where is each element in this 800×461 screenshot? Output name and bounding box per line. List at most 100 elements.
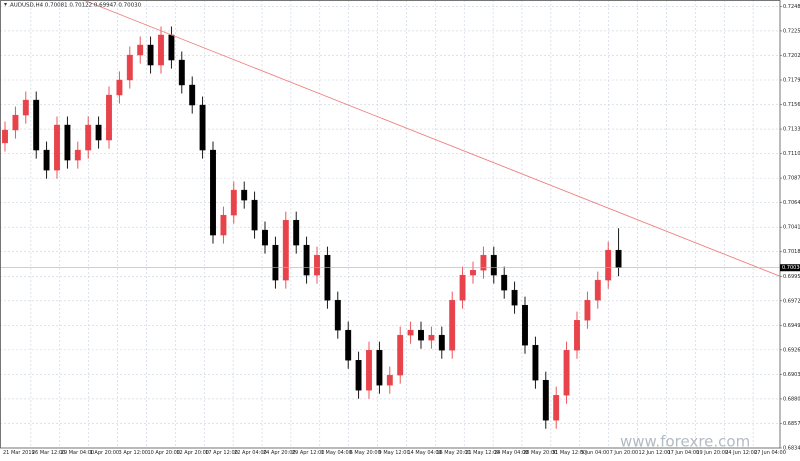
candle-body [553,395,560,421]
candle-body [615,249,622,268]
x-tick-label: 7 Jun 20:00 [610,450,639,456]
candle-body [511,289,518,306]
candle-body [230,189,237,216]
candle-body [85,124,92,151]
candle-body [334,299,341,331]
candle-body [563,349,570,396]
x-tick-label: 14 May 04:00 [407,450,441,456]
candle-body [199,104,206,151]
candle-body [272,244,279,281]
grid [0,0,780,449]
candle-body [220,214,227,236]
x-tick-label: 17 Apr 12:00 [205,450,238,456]
x-tick-label: 10 Apr 20:00 [147,450,180,456]
x-tick-label: 29 Mar 04:00 [61,450,94,456]
x-tick-label: 1 May 04:00 [321,450,352,456]
x-tick-label: 24 Jun 12:00 [725,450,757,456]
candle-body [12,114,19,131]
candle-body [459,274,466,301]
trendline [82,0,780,277]
candle-body [241,189,248,201]
x-tick-label: 24 Apr 20:00 [263,450,296,456]
candle-body [542,379,549,421]
symbol-icon [4,3,7,6]
x-tick-label: 22 Apr 04:00 [234,450,267,456]
candle-body [438,334,445,351]
candle-body [418,329,424,341]
x-tick-label: 24 May 04:00 [494,450,528,456]
candle-body [532,344,539,381]
candle-body [428,334,435,341]
candle-body [106,94,112,141]
candle-body [178,59,185,86]
candle-body [137,44,144,56]
candle-body [2,129,8,144]
plot-frame [0,0,781,449]
candle-body [376,349,383,386]
candle-body [345,329,352,361]
candle-body [407,329,414,336]
x-tick-label: 26 Mar 12:00 [32,450,65,456]
x-tick-label: 19 Jun 20:00 [696,450,728,456]
candle-body [43,149,50,171]
x-tick-label: 12 Jun 12:00 [639,450,671,456]
x-tick-label: 28 May 20:00 [523,450,557,456]
candle-body [470,269,476,276]
x-tick-label: 29 Apr 12:00 [292,450,325,456]
candle-body [386,374,393,386]
x-tick-label: 3 Apr 12:00 [119,450,148,456]
x-tick-label: 31 May 12:00 [552,450,586,456]
candle-body [95,124,102,141]
candle-body [490,254,497,276]
candle-body [251,199,258,231]
candle-body [158,34,164,66]
x-tick-label: 9 May 12:00 [379,450,410,456]
candle-body [355,360,362,391]
candle-body [303,244,310,276]
candle-body [449,299,456,351]
candle-body [366,349,372,391]
candle-body [210,149,216,236]
x-tick-label: 21 May 12:00 [465,450,499,456]
current-price-label: 0.70030 [782,265,800,271]
watermark: www.forexre.com [620,433,750,451]
x-tick-label: 27 Jun 04:00 [754,450,786,456]
candle-body [22,99,29,116]
candle-body [314,254,320,276]
x-tick-label: 5 Jun 04:00 [581,450,610,456]
candle-body [33,99,40,151]
candle-body [594,279,601,301]
candle-body [480,254,487,271]
chart-title: AUDUSD,H4 0.70081 0.70122 0.69947 0.7003… [10,3,142,9]
x-tick-label: 6 May 20:00 [350,450,381,456]
candle-body [189,84,196,106]
candle-body [74,149,81,161]
candle-body [168,34,175,61]
candle-body [54,124,60,171]
x-tick-label: 16 May 20:00 [436,450,470,456]
candle-body [501,274,508,291]
x-tick-label: 12 Apr 20:00 [176,450,209,456]
current-price-box [780,264,800,272]
candle-body [282,219,289,281]
candle-body [126,54,133,81]
candle-body [584,299,591,321]
x-tick-label: 21 Mar 2019 [3,450,35,456]
candle-body [262,229,268,246]
candle-body [116,79,123,96]
